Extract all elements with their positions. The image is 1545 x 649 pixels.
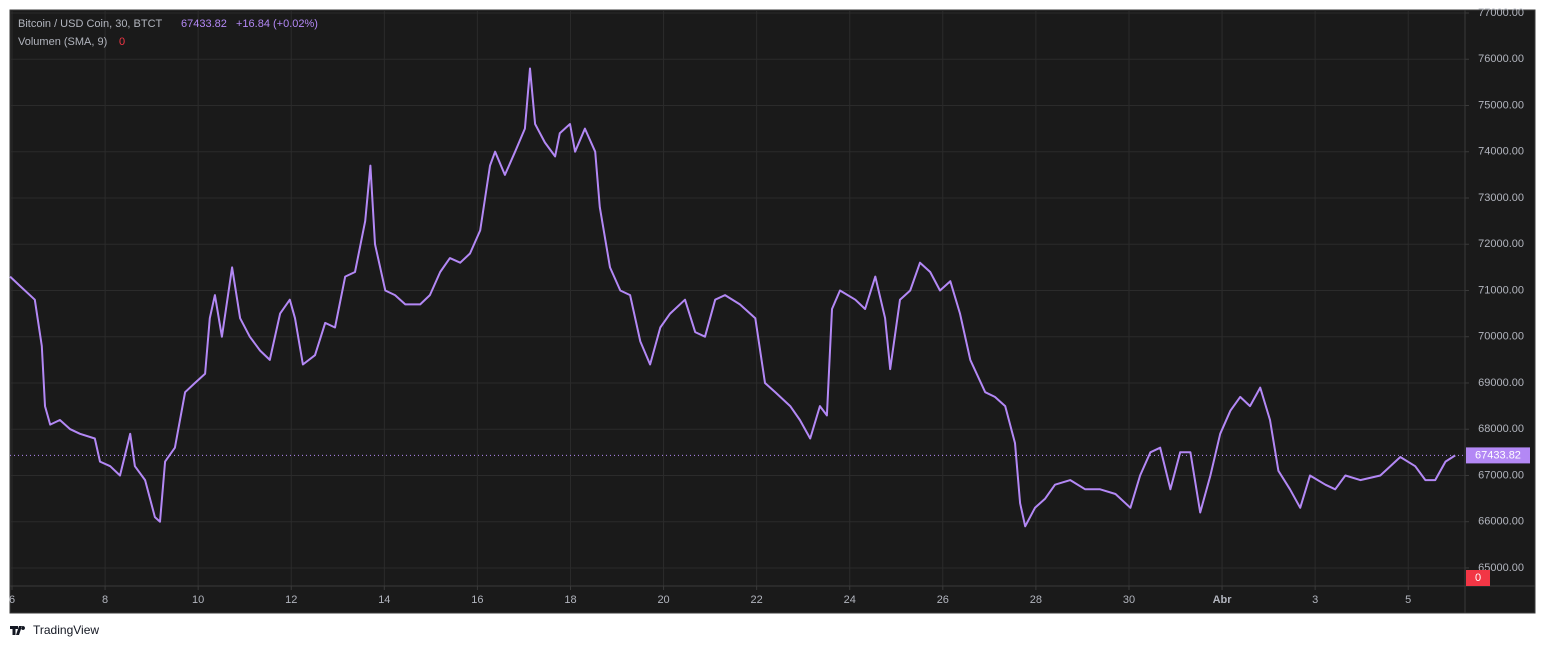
x-tick-label: 30: [1123, 594, 1135, 606]
x-tick-label: Abr: [1213, 594, 1233, 606]
y-tick-label: 69000.00: [1478, 377, 1524, 389]
y-tick-label: 66000.00: [1478, 516, 1524, 528]
chart-frame: [9, 9, 1536, 614]
last-price-badge: [1466, 447, 1530, 464]
volume-value: 0: [119, 36, 125, 48]
x-tick-label: 5: [1405, 594, 1411, 606]
y-tick-label: 74000.00: [1478, 146, 1524, 158]
y-tick-label: 75000.00: [1478, 99, 1524, 111]
volume-title: Volumen (SMA, 9): [18, 36, 107, 48]
x-tick-label: 3: [1312, 594, 1318, 606]
y-tick-label: 71000.00: [1478, 284, 1524, 296]
x-tick-label: 22: [751, 594, 763, 606]
logo-mark: [10, 626, 26, 635]
symbol-title: Bitcoin / USD Coin, 30, BTCT: [18, 18, 163, 30]
header-price: 67433.82: [181, 18, 227, 30]
x-tick-label: 6: [9, 594, 15, 606]
plot: [9, 67, 1465, 528]
price-line: [9, 67, 1456, 528]
y-tick-label: 72000.00: [1478, 238, 1524, 250]
x-tick-label: 24: [844, 594, 856, 606]
x-tick-label: 18: [564, 594, 576, 606]
volume-badge-text: 0: [1475, 572, 1481, 584]
y-tick-label: 70000.00: [1478, 331, 1524, 343]
logo: TradingView: [10, 623, 99, 637]
x-tick-label: 26: [937, 594, 949, 606]
y-tick-label: 77000.00: [1478, 7, 1524, 19]
brand: TradingView: [33, 623, 99, 637]
y-tick-label: 67000.00: [1478, 469, 1524, 481]
header-change: +16.84 (+0.02%): [236, 18, 318, 30]
x-tick-label: 20: [657, 594, 669, 606]
last-price-label: 67433.82: [1475, 449, 1521, 461]
x-tick-label: 16: [471, 594, 483, 606]
y-tick-label: 68000.00: [1478, 423, 1524, 435]
y-tick-label: 76000.00: [1478, 53, 1524, 65]
y-tick-label: 73000.00: [1478, 192, 1524, 204]
x-tick-label: 12: [285, 594, 297, 606]
x-tick-label: 10: [192, 594, 204, 606]
x-tick-label: 8: [102, 594, 108, 606]
x-tick-label: 28: [1030, 594, 1042, 606]
grid: [10, 10, 1465, 586]
volume-badge: [1466, 570, 1490, 586]
x-tick-label: 14: [378, 594, 390, 606]
